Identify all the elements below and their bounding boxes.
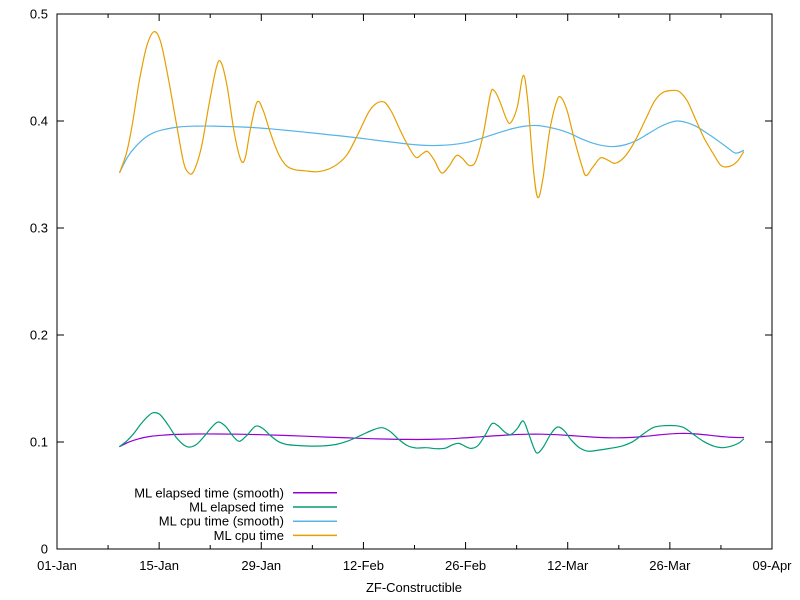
y-tick-label: 0.4 (30, 114, 48, 129)
x-tick-label: 01-Jan (37, 558, 77, 573)
series-lines (119, 31, 745, 454)
x-tick-label: 12-Mar (547, 558, 589, 573)
series-line-ml-elapsed-time-smooth (119, 432, 745, 448)
x-tick-label: 12-Feb (343, 558, 384, 573)
axis-tick-labels: 01-Jan 15-Jan 29-Jan 12-Feb 26-Feb 12-Mar 26-M… (30, 7, 792, 574)
legend-entry-ml-elapsed-time: ML elapsed time (189, 500, 337, 515)
legend-entry-ml-cpu-time: ML cpu time (214, 528, 337, 543)
legend-label: ML elapsed time (smooth) (134, 485, 284, 500)
plot-border (56, 13, 773, 550)
series-line-ml-cpu-time-smooth (119, 120, 745, 173)
x-tick-label: 15-Jan (139, 558, 179, 573)
legend-entry-ml-cpu-time-smooth: ML cpu time (smooth) (159, 514, 337, 529)
series-line-ml-cpu-time (119, 31, 745, 199)
y-tick-label: 0 (41, 542, 48, 557)
x-axis-title: ZF-Constructible (366, 580, 462, 595)
legend-label: ML elapsed time (189, 500, 284, 515)
x-tick-label: 26-Feb (445, 558, 486, 573)
axis-ticks (56, 13, 773, 550)
legend-entry-ml-elapsed-time-smooth: ML elapsed time (smooth) (134, 485, 337, 500)
x-tick-label: 09-Apr (752, 558, 792, 573)
y-tick-label: 0.5 (30, 7, 48, 22)
legend-label: ML cpu time (smooth) (159, 514, 284, 529)
x-tick-label: 26-Mar (649, 558, 691, 573)
legend-label: ML cpu time (214, 528, 284, 543)
y-tick-label: 0.2 (30, 328, 48, 343)
x-tick-label: 29-Jan (241, 558, 281, 573)
y-tick-label: 0.1 (30, 435, 48, 450)
series-line-ml-elapsed-time (119, 411, 745, 454)
y-tick-label: 0.3 (30, 221, 48, 236)
chart-legend: ML elapsed time (smooth)ML elapsed timeM… (134, 485, 337, 543)
